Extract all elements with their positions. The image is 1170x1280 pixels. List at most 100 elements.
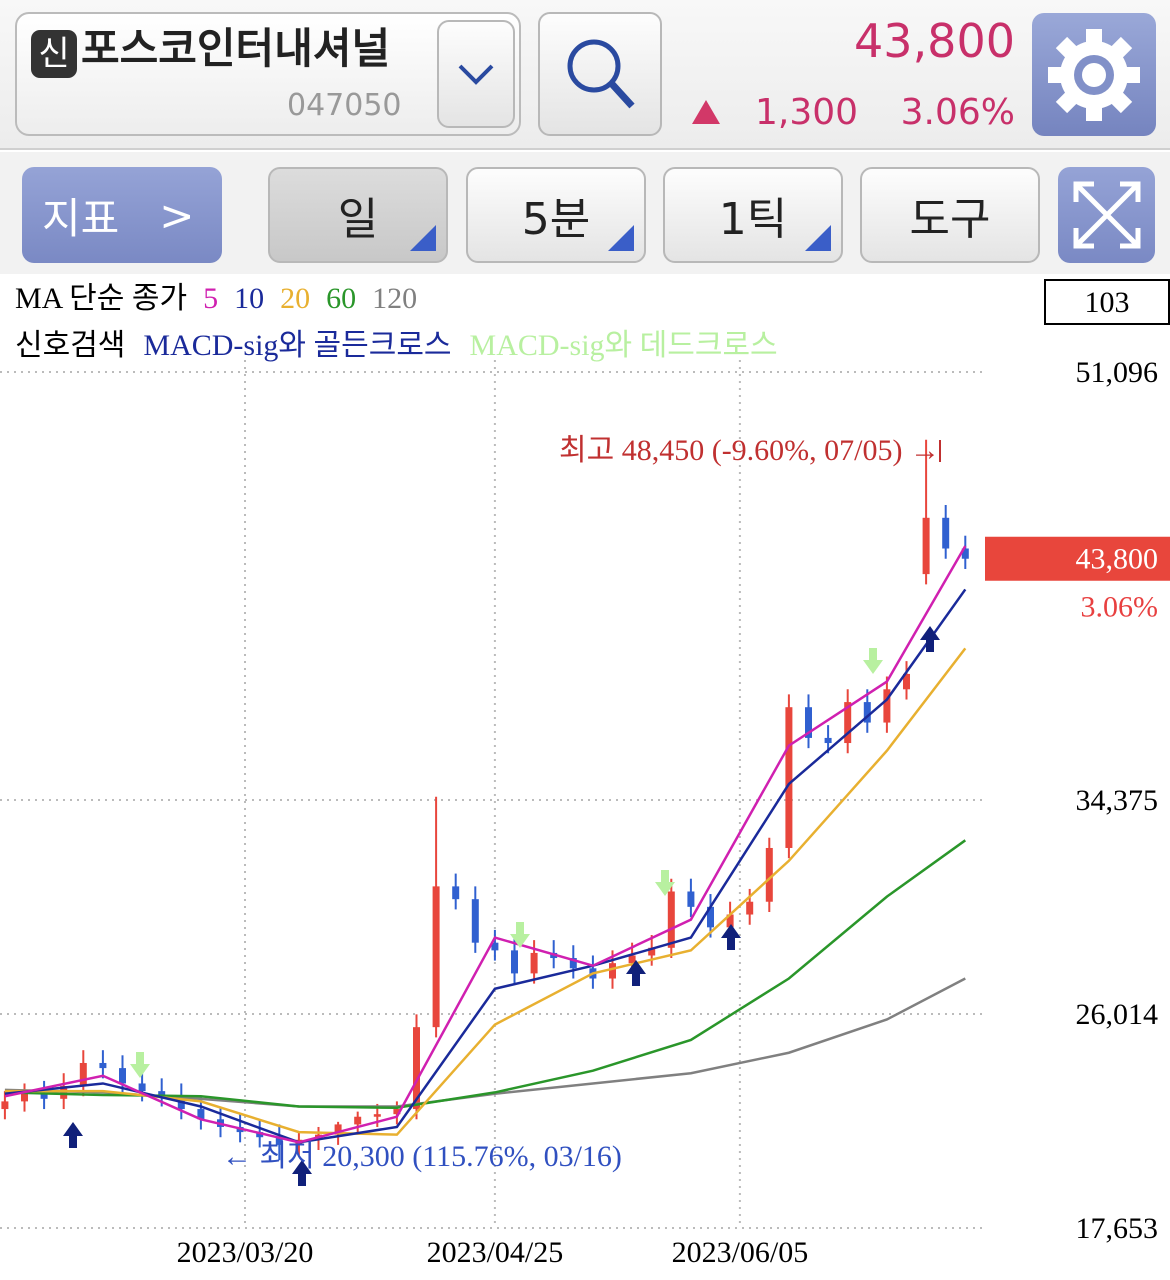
golden-cross-arrow xyxy=(292,1160,312,1186)
search-button[interactable] xyxy=(538,12,662,136)
ma-line xyxy=(4,545,967,1144)
candle-body xyxy=(491,942,499,951)
period-button[interactable]: 일 xyxy=(268,167,448,263)
change: 1,300 xyxy=(755,92,859,133)
candle-body xyxy=(883,689,891,723)
minute-button[interactable]: 5분 xyxy=(466,167,646,263)
period-label: 일 xyxy=(337,194,379,245)
candle-body xyxy=(99,1062,107,1069)
tools-label: 도구 xyxy=(909,194,991,245)
candle-body xyxy=(844,702,852,744)
candle-body xyxy=(785,707,793,848)
candle-body xyxy=(452,886,460,900)
expand-button[interactable] xyxy=(1058,167,1155,263)
candle-body xyxy=(413,1027,420,1110)
candle-body xyxy=(256,1132,264,1138)
tools-button[interactable]: 도구 xyxy=(860,167,1040,263)
golden-cross-arrow xyxy=(626,960,646,986)
value-box-label: 103 xyxy=(1085,286,1130,319)
x-tick-label: 2023/03/20 xyxy=(177,1236,314,1269)
candle-body xyxy=(942,517,950,549)
tick-button[interactable]: 1틱 xyxy=(663,167,843,263)
signal-label: 신호검색 xyxy=(15,329,125,362)
settings-button[interactable] xyxy=(1032,13,1156,136)
y-tick-label: 34,375 xyxy=(1076,784,1159,817)
candle-body xyxy=(432,886,440,1028)
up-icon xyxy=(692,100,720,124)
candle-body xyxy=(805,707,812,738)
dropdown[interactable] xyxy=(437,20,515,128)
candle-body xyxy=(40,1093,48,1099)
ma-legend-entry: 20 xyxy=(280,282,310,315)
candle-body xyxy=(609,963,616,979)
ma-line xyxy=(4,647,967,1136)
candle-body xyxy=(569,958,577,969)
candle-body xyxy=(961,548,969,559)
candle-body xyxy=(707,906,714,928)
y-tick-label: 51,096 xyxy=(1076,356,1159,389)
dead-cross-arrow xyxy=(655,870,675,896)
stock-box[interactable]: 신 포스코인터내셔널 047050 xyxy=(15,12,521,136)
minute-label: 5분 xyxy=(521,194,591,245)
candle-body xyxy=(275,1137,283,1145)
ma-legend-entry: 60 xyxy=(326,282,356,315)
current-pct: 3.06% xyxy=(1081,591,1159,624)
y-tick-label: 26,014 xyxy=(1076,998,1159,1031)
candle-body xyxy=(726,914,734,928)
candle-body xyxy=(824,737,832,744)
candle-body xyxy=(354,1116,362,1125)
current-price: 43,800 xyxy=(1076,543,1159,576)
toolbar: 지표 > 일 5분 1틱 도구 xyxy=(0,152,1170,274)
candle-body xyxy=(511,950,518,974)
ma-legend: MA 단순 종가 5 10 20 60 120 xyxy=(15,282,417,315)
candle-body xyxy=(138,1083,146,1092)
tick-label: 1틱 xyxy=(718,194,788,245)
ma-line xyxy=(4,839,967,1110)
candle-body xyxy=(667,891,675,948)
candle-body xyxy=(687,891,695,907)
candle-body xyxy=(903,673,910,690)
candle-body xyxy=(471,899,479,943)
stock-code: 047050 xyxy=(287,88,402,123)
y-tick-label: 17,653 xyxy=(1076,1212,1159,1245)
candle-body xyxy=(648,947,656,956)
candle-body xyxy=(393,1109,401,1115)
stock-name: 포스코인터내셔널 xyxy=(81,24,391,73)
x-tick-label: 2023/06/05 xyxy=(672,1236,809,1269)
signal-legend: 신호검색 MACD-sig와 골든크로스 MACD-sig와 데드크로스 xyxy=(15,329,778,362)
candle-body xyxy=(1,1101,9,1110)
candle-body xyxy=(373,1114,381,1117)
ma-line xyxy=(4,588,967,1144)
ma-legend-entry: 10 xyxy=(234,282,264,315)
header: 신 포스코인터내셔널 047050 43,800 1,300 3.06% xyxy=(0,0,1170,150)
indicator-button[interactable]: 지표 > xyxy=(22,167,222,263)
candle-body xyxy=(530,952,538,974)
dead-cross-arrow xyxy=(863,648,883,674)
candle-body xyxy=(922,517,930,575)
current-price-tag xyxy=(985,536,1170,581)
dead-cross-arrow xyxy=(130,1052,150,1078)
price: 43,800 xyxy=(854,14,1015,68)
signal-entry: MACD-sig와 골든크로스 xyxy=(143,329,451,362)
candle-body xyxy=(197,1109,205,1120)
golden-cross-arrow xyxy=(721,924,741,950)
badge: 신 xyxy=(31,30,77,78)
candle-body xyxy=(21,1093,28,1102)
low-note: ← 최저 20,300 (115.76%, 03/16) xyxy=(222,1140,622,1173)
candle-body xyxy=(119,1068,126,1084)
candle-body xyxy=(158,1091,166,1097)
high-note: 최고 48,450 (-9.60%, 07/05) → xyxy=(559,434,940,467)
candle-body xyxy=(628,955,636,964)
ma-line xyxy=(4,977,966,1108)
x-tick-label: 2023/04/25 xyxy=(427,1236,564,1269)
candle-body xyxy=(334,1124,342,1135)
dead-cross-arrow xyxy=(510,922,530,948)
chevron: > xyxy=(159,190,195,240)
candle-body xyxy=(79,1062,87,1087)
candle-body xyxy=(863,702,871,723)
candle-body xyxy=(765,847,773,902)
signal-entry: MACD-sig와 데드크로스 xyxy=(470,329,778,362)
ma-label: MA 단순 종가 xyxy=(15,282,187,315)
value-box xyxy=(1044,279,1170,325)
